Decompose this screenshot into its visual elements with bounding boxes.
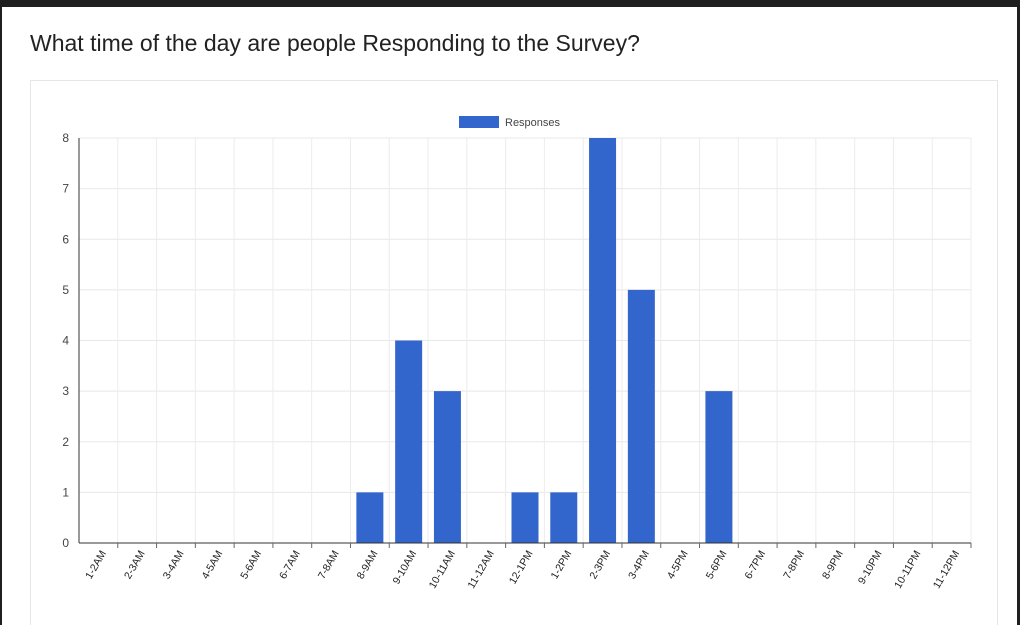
legend-swatch — [459, 116, 499, 128]
x-tick-label: 8-9AM — [355, 549, 381, 582]
x-tick-label: 7-8PM — [781, 549, 807, 582]
x-tick-label: 2-3AM — [122, 549, 148, 582]
x-tick-label: 8-9PM — [820, 549, 846, 582]
x-tick-label: 9-10PM — [856, 549, 885, 587]
y-tick-label: 6 — [62, 232, 69, 246]
y-tick-label: 2 — [62, 435, 69, 449]
x-tick-label: 4-5PM — [665, 549, 691, 582]
y-tick-label: 0 — [62, 536, 69, 550]
x-tick-label: 7-8AM — [316, 549, 342, 582]
x-tick-label: 11-12PM — [931, 549, 962, 591]
bar-2-3PM[interactable] — [589, 138, 617, 543]
window-left-border — [0, 0, 2, 625]
y-tick-label: 3 — [62, 384, 69, 398]
x-tick-label: 10-11PM — [892, 549, 923, 591]
x-tick-label: 9-10AM — [390, 549, 419, 587]
x-tick-label: 6-7PM — [742, 549, 768, 582]
x-tick-label: 3-4PM — [626, 549, 652, 582]
y-tick-label: 5 — [62, 283, 69, 297]
page-title: What time of the day are people Respondi… — [30, 30, 640, 56]
x-tick-label: 10-11AM — [427, 549, 458, 591]
y-tick-label: 7 — [62, 182, 69, 196]
x-tick-label: 2-3PM — [587, 549, 613, 582]
x-tick-label: 3-4AM — [161, 549, 187, 582]
x-tick-label: 5-6AM — [238, 549, 264, 582]
y-tick-label: 4 — [62, 334, 69, 348]
bar-3-4PM[interactable] — [627, 289, 655, 543]
bar-5-6PM[interactable] — [705, 391, 733, 543]
x-tick-label: 11-12AM — [466, 549, 497, 591]
window-right-border — [1017, 0, 1020, 625]
legend-label: Responses — [505, 117, 561, 129]
x-tick-label: 1-2AM — [83, 549, 109, 582]
bar-9-10AM[interactable] — [395, 340, 423, 544]
x-tick-label: 4-5AM — [199, 549, 225, 582]
x-tick-label: 6-7AM — [277, 549, 303, 582]
bar-12-1PM[interactable] — [511, 492, 539, 543]
x-tick-label: 1-2PM — [549, 549, 575, 582]
bar-8-9AM[interactable] — [356, 492, 384, 543]
x-tick-label: 12-1PM — [507, 549, 536, 587]
chart-card: 0 1 2 3 4 5 6 7 8 1-2AM 2-3AM 3-4AM 4-5AM 5-6AM 6-7AM 7… — [30, 80, 998, 625]
y-tick-label: 1 — [62, 485, 69, 499]
bar-chart: 0 1 2 3 4 5 6 7 8 1-2AM 2-3AM 3-4AM 4-5AM 5-6AM 6-7AM 7… — [62, 116, 972, 591]
bar-1-2PM[interactable] — [550, 492, 578, 543]
bar-series — [356, 138, 733, 544]
x-tick-label: 5-6PM — [704, 549, 730, 582]
legend[interactable]: Responses — [459, 116, 561, 129]
bar-10-11AM[interactable] — [433, 391, 461, 543]
window-top-border — [0, 0, 1020, 7]
grid-lines — [78, 137, 972, 543]
y-tick-label: 8 — [62, 131, 69, 145]
